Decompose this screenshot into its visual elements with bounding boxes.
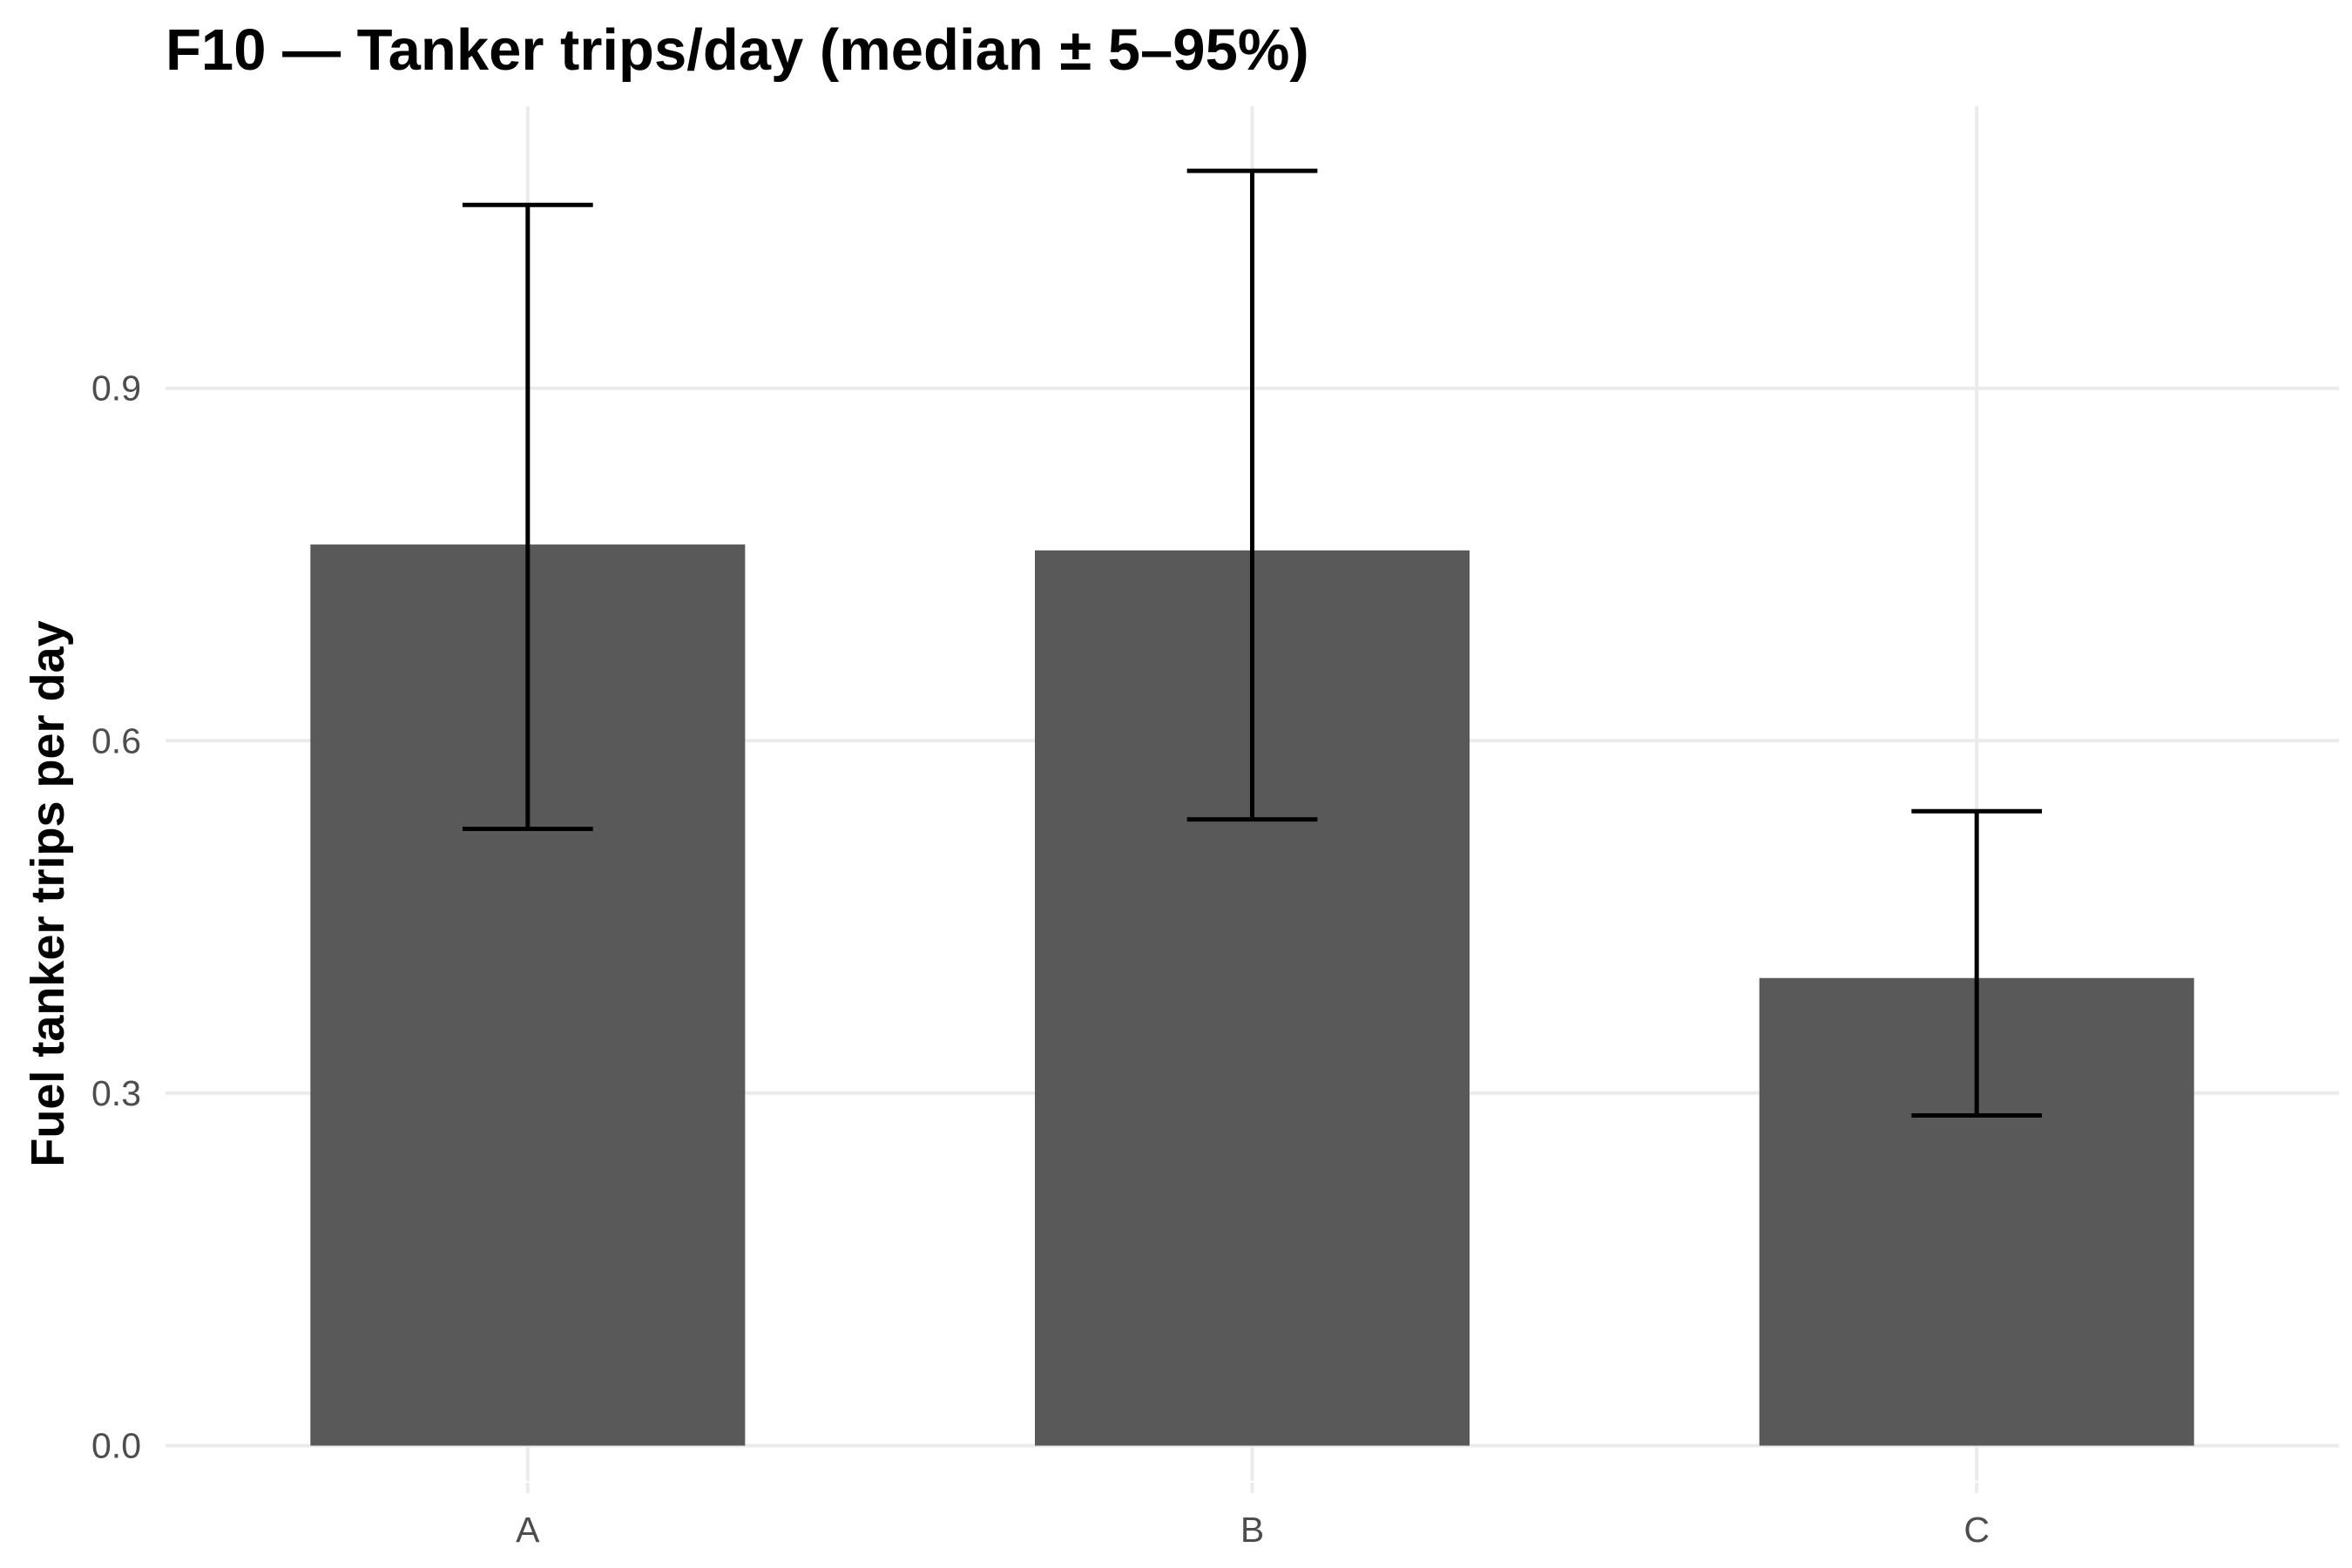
x-axis-ticks: A B C <box>516 1483 1990 1550</box>
error-bar-A <box>462 202 593 831</box>
x-tick-label: C <box>1963 1510 1990 1550</box>
error-bars <box>462 168 2043 1119</box>
x-tick-label: B <box>1240 1510 1264 1550</box>
y-axis-title: Fuel tanker trips per day <box>22 620 74 1166</box>
error-bar-C <box>1911 808 2043 1119</box>
error-bar-B <box>1186 168 1318 822</box>
y-tick-label: 0.0 <box>91 1426 141 1466</box>
y-axis-ticks: 0.0 0.3 0.6 0.9 <box>91 368 141 1466</box>
x-tick-label: A <box>516 1510 540 1550</box>
y-tick-label: 0.3 <box>91 1073 141 1113</box>
y-tick-label: 0.9 <box>91 368 141 409</box>
chart-title: F10 — Tanker trips/day (median ± 5–95%) <box>166 17 1309 83</box>
y-tick-label: 0.6 <box>91 720 141 760</box>
